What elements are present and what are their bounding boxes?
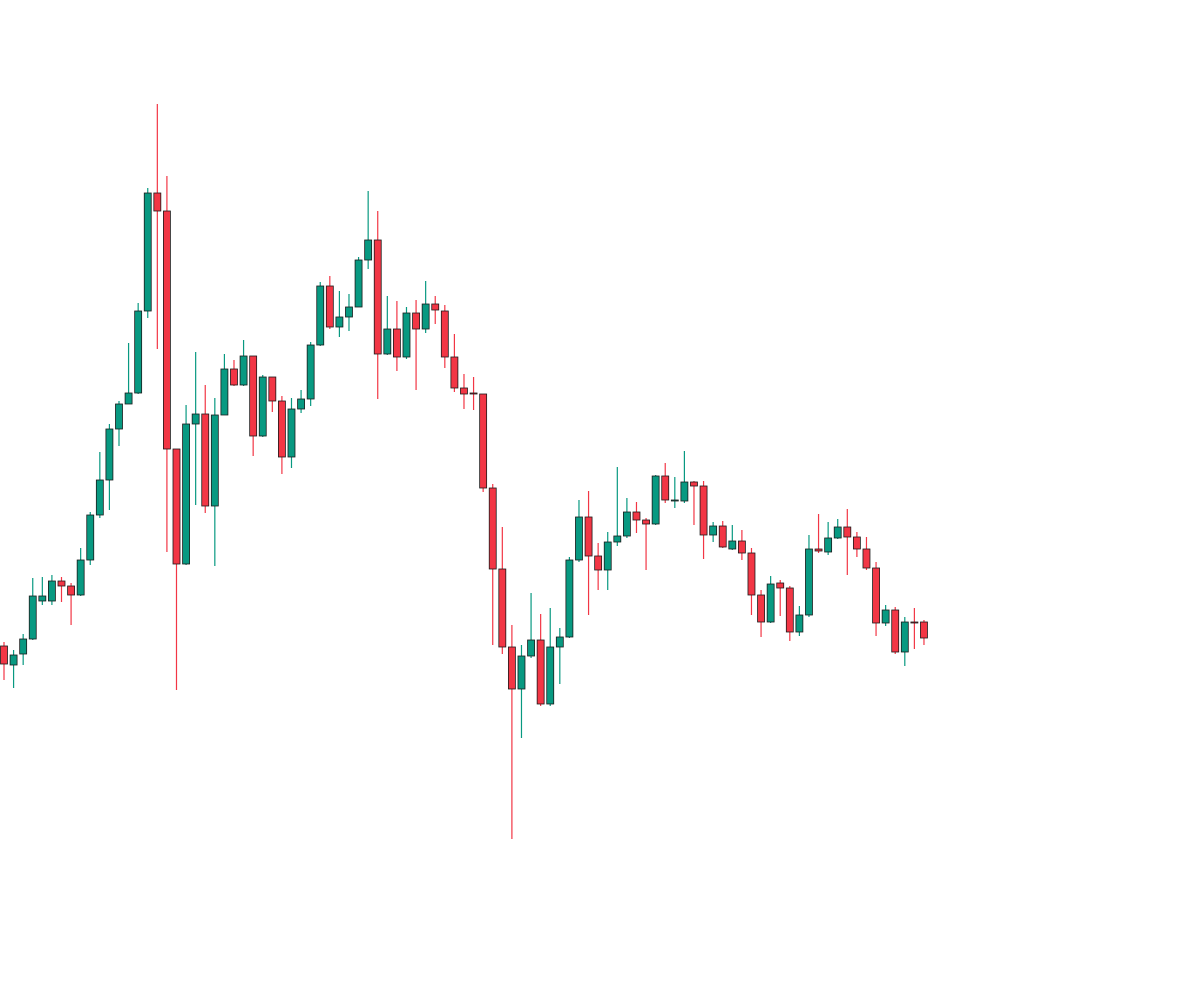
- candle-body: [757, 594, 765, 623]
- candle-body: [613, 535, 622, 543]
- candle-body: [709, 525, 718, 536]
- candle-body: [824, 537, 833, 553]
- candle-body: [833, 526, 842, 539]
- candle-body: [737, 540, 746, 554]
- candle-body: [134, 310, 143, 394]
- candle-body: [594, 555, 603, 571]
- candle-body: [910, 621, 919, 624]
- candle-body: [335, 316, 344, 328]
- candle-body: [412, 312, 420, 330]
- candle-body: [325, 285, 334, 328]
- candle-body: [776, 582, 785, 589]
- candle-body: [19, 638, 28, 655]
- candle-body: [373, 239, 382, 355]
- candle-body: [565, 559, 574, 638]
- candle-body: [891, 609, 900, 653]
- candle-body: [38, 595, 47, 602]
- candle-body: [76, 559, 85, 596]
- candle-body: [651, 475, 660, 525]
- candle-body: [95, 479, 104, 516]
- candle-body: [86, 514, 95, 561]
- candle-body: [239, 355, 248, 386]
- candle-body: [479, 393, 488, 489]
- candle-body: [115, 403, 123, 430]
- candle-body: [584, 516, 593, 557]
- candle-body: [460, 387, 468, 395]
- candle-body: [920, 621, 928, 639]
- candle-body: [498, 568, 507, 648]
- candle-body: [124, 392, 133, 405]
- candle-body: [191, 413, 200, 425]
- candle-body: [814, 548, 823, 552]
- candle-body: [718, 525, 727, 548]
- candle-body: [680, 481, 689, 502]
- candle-body: [393, 328, 401, 358]
- candle-body: [632, 511, 641, 521]
- candle-body: [852, 536, 861, 550]
- candle-body: [603, 541, 612, 571]
- candle-body: [805, 548, 813, 616]
- candle-body: [690, 481, 698, 487]
- candle-body: [517, 655, 526, 690]
- candle-body: [9, 654, 18, 666]
- candle-body: [843, 526, 852, 538]
- candle-body: [555, 636, 564, 648]
- candle-body: [622, 511, 631, 537]
- candle-body: [48, 580, 56, 602]
- candle-body: [670, 499, 679, 502]
- candle-body: [469, 392, 478, 395]
- candle-body: [220, 368, 229, 416]
- candle-body: [881, 609, 890, 624]
- candle-body: [268, 376, 277, 402]
- candle-body: [28, 595, 37, 640]
- candle-body: [546, 646, 555, 705]
- candle-body: [306, 344, 315, 400]
- candle-body: [431, 303, 440, 311]
- candle-body: [507, 646, 516, 690]
- candle-body: [258, 376, 267, 437]
- candle-body: [699, 485, 708, 536]
- candle-body: [316, 285, 325, 346]
- candle-body: [249, 355, 258, 437]
- candle-body: [795, 614, 804, 633]
- candle-body: [488, 487, 497, 570]
- candle-body: [872, 567, 880, 624]
- candle-body: [536, 639, 545, 705]
- candle-body: [364, 239, 373, 261]
- candle-body: [278, 400, 286, 458]
- candle-body: [785, 587, 794, 633]
- candle-body: [105, 428, 114, 481]
- candle-body: [354, 259, 363, 308]
- candle-body: [661, 475, 670, 501]
- candle-body: [766, 583, 775, 623]
- candle-body: [900, 621, 909, 653]
- candle-body: [143, 192, 152, 312]
- candle-body: [421, 303, 430, 330]
- candle-body: [728, 540, 737, 550]
- candle-body: [67, 585, 75, 596]
- candle-body: [297, 398, 305, 410]
- candle-body: [0, 645, 8, 665]
- candle-body: [642, 519, 650, 525]
- candle-body: [402, 312, 411, 358]
- candle-body: [182, 423, 190, 565]
- candle-body: [57, 580, 66, 587]
- candle-body: [527, 639, 535, 657]
- candle-body: [153, 192, 162, 212]
- candle-body: [345, 306, 353, 318]
- candle-body: [287, 408, 296, 458]
- candle-body: [201, 413, 210, 507]
- candle-body: [575, 516, 583, 561]
- candle-body: [862, 548, 871, 569]
- candle-body: [230, 368, 238, 386]
- candle-body: [383, 328, 392, 355]
- candle-body: [172, 448, 181, 565]
- candle-body: [440, 310, 449, 358]
- candle-body: [450, 356, 459, 389]
- candle-body: [747, 552, 756, 596]
- candle-body: [210, 414, 219, 507]
- candle-body: [163, 210, 171, 450]
